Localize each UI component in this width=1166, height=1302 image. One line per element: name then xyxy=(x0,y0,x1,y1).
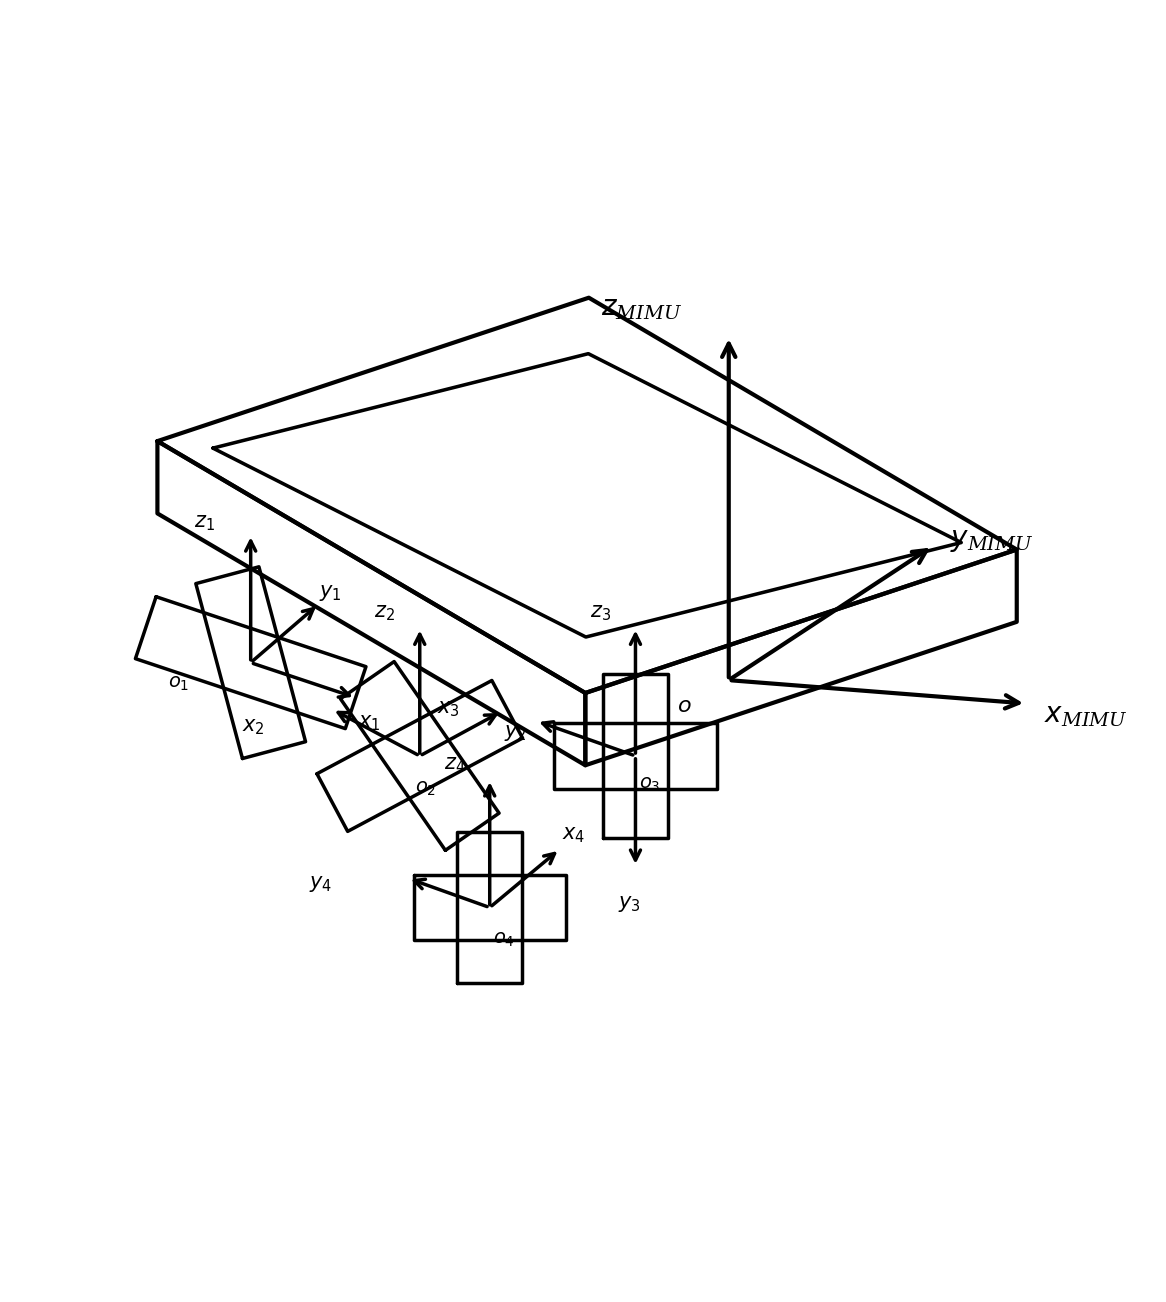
Text: $x_{\mathregular{MIMU}}$: $x_{\mathregular{MIMU}}$ xyxy=(1044,702,1128,729)
Text: $x_2$: $x_2$ xyxy=(241,717,265,737)
Text: $x_3$: $x_3$ xyxy=(437,699,461,719)
Text: $x_4$: $x_4$ xyxy=(562,825,585,845)
Text: $o_4$: $o_4$ xyxy=(493,931,514,949)
Text: $z_2$: $z_2$ xyxy=(374,604,395,624)
Text: $y_3$: $y_3$ xyxy=(618,894,641,914)
Text: $y_4$: $y_4$ xyxy=(309,874,332,894)
Text: $o_2$: $o_2$ xyxy=(415,780,436,798)
Text: $z_{\mathregular{MIMU}}$: $z_{\mathregular{MIMU}}$ xyxy=(600,296,682,322)
Text: $y_2$: $y_2$ xyxy=(504,723,527,742)
Text: $y_{\mathregular{MIMU}}$: $y_{\mathregular{MIMU}}$ xyxy=(950,527,1034,553)
Text: $o_1$: $o_1$ xyxy=(168,674,189,693)
Text: $z_1$: $z_1$ xyxy=(194,513,215,533)
Text: $o_3$: $o_3$ xyxy=(639,776,660,794)
Text: $x_1$: $x_1$ xyxy=(358,713,381,733)
Text: $z_3$: $z_3$ xyxy=(590,604,611,624)
Text: $o$: $o$ xyxy=(677,695,691,717)
Text: $y_1$: $y_1$ xyxy=(318,583,342,603)
Text: $z_4$: $z_4$ xyxy=(444,755,465,775)
